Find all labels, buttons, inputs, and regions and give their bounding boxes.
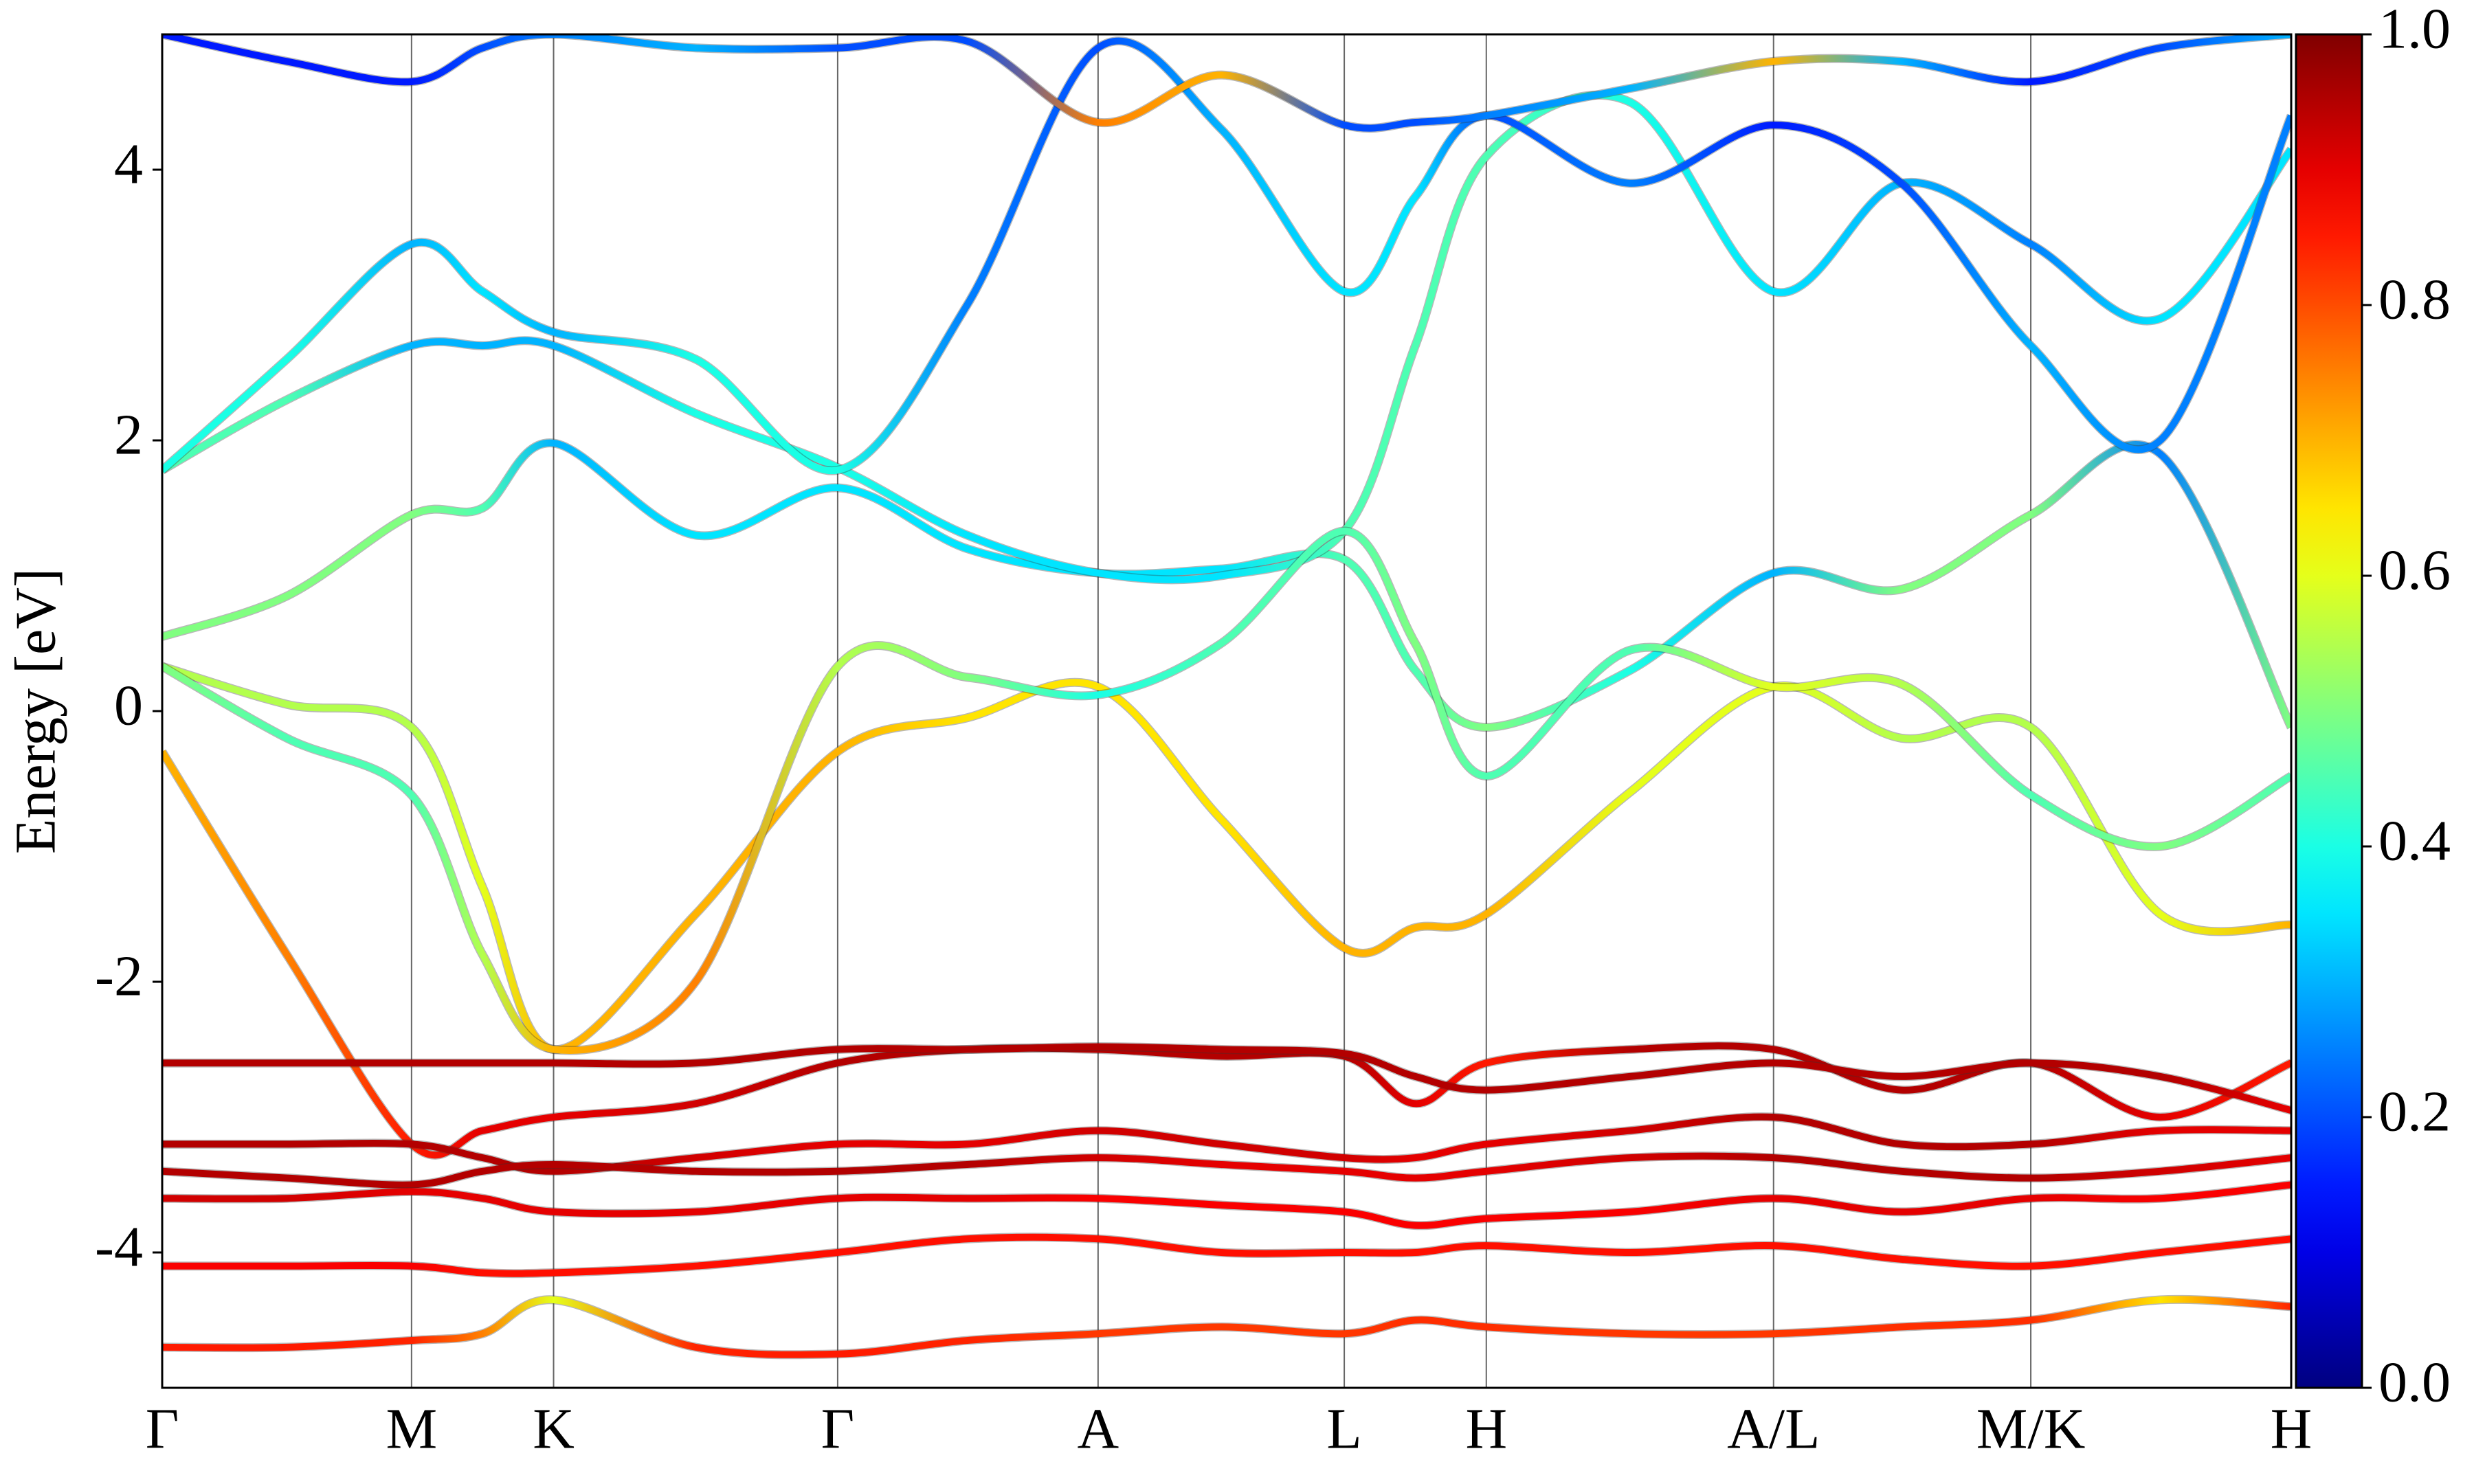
bands [162,34,2291,1360]
x-tick-label: A [1077,1397,1119,1461]
y-tick-label: 4 [114,132,143,196]
y-axis-label: Energy [eV] [3,568,67,854]
colorbar-tick-label: 1.0 [2378,0,2451,60]
band-outline [162,36,2291,475]
y-tick-label: 0 [114,673,143,737]
colorbar-tick-label: 0.8 [2378,267,2451,331]
colorbar-tick-label: 0.6 [2378,538,2451,602]
y-tick-label: -4 [95,1215,143,1279]
colorbar [2295,33,2363,1389]
band [162,663,2291,1053]
band [162,439,2291,731]
band [162,1181,2291,1229]
band [162,1043,2291,1114]
band [162,527,2291,1054]
band-outline [162,526,2291,1055]
colorbar-tick-label: 0.2 [2378,1079,2451,1143]
y-tick-label: 2 [114,403,143,466]
band [162,1233,2291,1277]
x-tick-label: Γ [821,1397,855,1461]
x-tick-label: A/L [1727,1397,1820,1461]
band [162,1113,2291,1175]
y-tick-label: -2 [95,944,143,1008]
colorbar-tick-label: 0.4 [2378,809,2451,873]
x-tick-label: L [1326,1397,1361,1461]
band-outline [162,438,2291,732]
x-tick-label: Γ [146,1397,179,1461]
plot-frame [161,33,2293,1389]
x-tick-label: H [2271,1397,2313,1461]
colorbar-tick-label: 0.0 [2378,1350,2451,1414]
x-tick-label: M/K [1976,1397,2086,1461]
band [162,1296,2291,1358]
x-tick-label: K [533,1397,575,1461]
band [162,34,2291,132]
band [162,37,2291,475]
x-tick-label: H [1465,1397,1507,1461]
band [162,91,2291,583]
band [162,1152,2291,1189]
x-tick-label: M [386,1397,437,1461]
